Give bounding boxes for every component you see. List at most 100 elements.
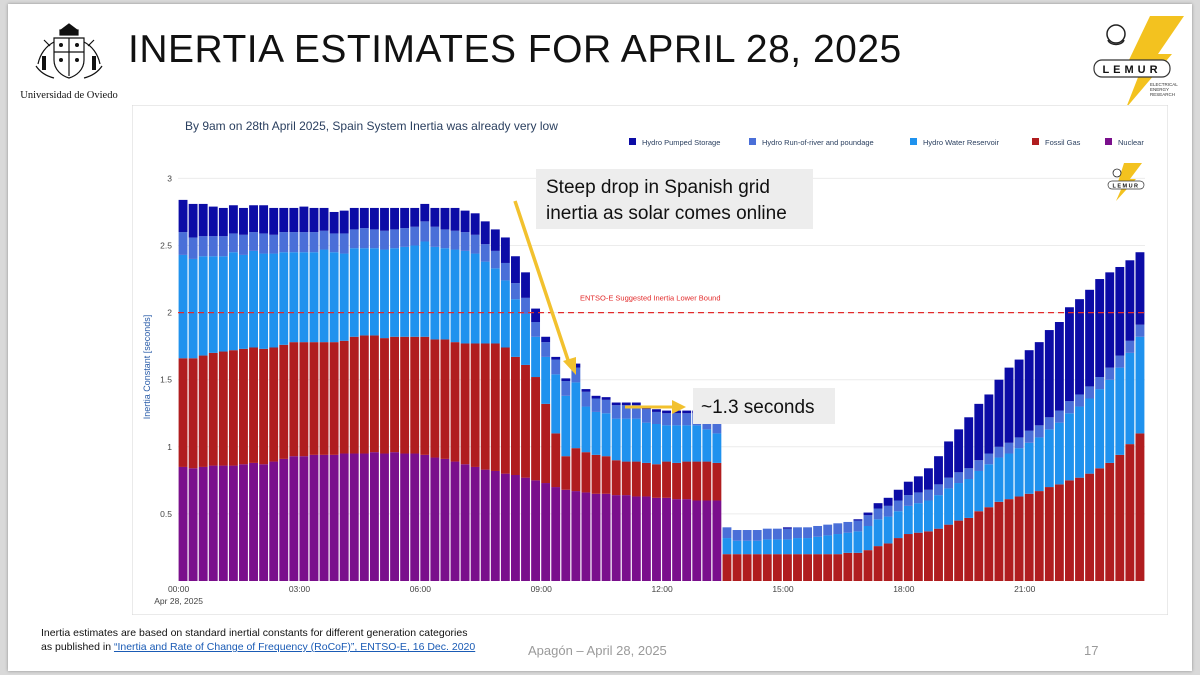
bar-segment bbox=[349, 453, 359, 581]
bar-segment bbox=[641, 422, 651, 463]
bar-segment bbox=[541, 342, 551, 357]
bar-segment bbox=[511, 299, 520, 357]
legend-item[interactable]: Hydro Pumped Storage bbox=[629, 138, 720, 147]
bar-segment bbox=[521, 477, 530, 581]
bar-segment bbox=[954, 429, 964, 473]
bar-segment bbox=[561, 456, 571, 490]
bar-segment bbox=[218, 465, 228, 581]
bar-segment bbox=[692, 500, 702, 581]
legend-item[interactable]: Nuclear bbox=[1105, 138, 1144, 147]
bar-segment bbox=[1065, 307, 1074, 402]
bar-segment bbox=[621, 402, 631, 406]
bar-segment bbox=[873, 503, 883, 509]
inertia-chart: By 9am on 28th April 2025, Spain System … bbox=[132, 105, 1168, 615]
bar-segment bbox=[480, 244, 490, 262]
bar-segment bbox=[359, 453, 369, 581]
bar-segment bbox=[430, 207, 440, 227]
bar-segment bbox=[309, 454, 319, 581]
bar-segment bbox=[289, 456, 299, 581]
bar-segment bbox=[208, 352, 218, 466]
bar-segment bbox=[692, 461, 702, 501]
bar-segment bbox=[712, 421, 722, 434]
legend-item[interactable]: Fossil Gas bbox=[1032, 138, 1081, 147]
bar-segment bbox=[1115, 266, 1125, 356]
bar-segment bbox=[853, 519, 863, 521]
bar-segment bbox=[984, 453, 994, 465]
bar-segment bbox=[500, 473, 510, 581]
bar-segment bbox=[732, 554, 742, 581]
x-tick-label: 15:00 bbox=[772, 584, 794, 594]
bar-segment bbox=[339, 253, 349, 341]
page-number: 17 bbox=[1084, 643, 1099, 658]
chart-title: By 9am on 28th April 2025, Spain System … bbox=[185, 119, 558, 133]
bar-segment bbox=[480, 469, 490, 581]
bar-segment bbox=[188, 258, 198, 359]
bar-segment bbox=[631, 418, 641, 462]
bar-segment bbox=[913, 503, 923, 533]
bar-segment bbox=[722, 538, 732, 555]
bar-segment bbox=[924, 500, 933, 532]
bar-segment bbox=[782, 539, 792, 555]
legend-item[interactable]: Hydro Water Reservoir bbox=[910, 138, 999, 147]
bar-segment bbox=[611, 402, 621, 406]
bar-segment bbox=[762, 554, 772, 581]
bar-segment bbox=[682, 425, 692, 462]
bar-segment bbox=[944, 441, 954, 478]
drop-annotation-box bbox=[536, 169, 813, 229]
bar-segment bbox=[863, 512, 873, 516]
legend-label: Hydro Water Reservoir bbox=[923, 138, 999, 147]
bar-segment bbox=[974, 403, 984, 461]
bar-segment bbox=[762, 528, 772, 540]
bar-segment bbox=[803, 527, 812, 539]
entsoe-reference-link[interactable]: “Inertia and Rate of Change of Frequency… bbox=[113, 641, 476, 653]
bar-segment bbox=[299, 232, 309, 253]
bar-segment bbox=[682, 461, 692, 500]
bar-segment bbox=[500, 262, 510, 281]
lemur-subtext-1: ELECTRICAL bbox=[1150, 82, 1178, 87]
y-tick-label: 3 bbox=[167, 173, 172, 183]
legend-item[interactable]: Hydro Run-of-river and poundage bbox=[749, 138, 874, 147]
footnote-line2: as published in “Inertia and Rate of Cha… bbox=[41, 640, 475, 654]
legend-swatch bbox=[749, 138, 756, 145]
bar-segment bbox=[440, 229, 450, 249]
lemur-subtext-3: RESEARCH bbox=[1150, 92, 1175, 97]
bar-segment bbox=[269, 253, 279, 348]
footnote: Inertia estimates are based on standard … bbox=[41, 626, 475, 654]
bar-segment bbox=[410, 336, 420, 454]
bar-segment bbox=[289, 342, 299, 457]
mini-lemur-logo: LEMUR bbox=[1107, 163, 1145, 201]
bar-segment bbox=[591, 398, 601, 412]
seconds-annotation-box bbox=[693, 388, 835, 424]
bar-segment bbox=[228, 465, 238, 581]
bar-segment bbox=[178, 254, 188, 359]
bar-segment bbox=[430, 246, 440, 340]
bar-segment bbox=[208, 465, 218, 581]
bars-layer bbox=[178, 199, 1145, 581]
bar-segment bbox=[1135, 324, 1145, 337]
bar-segment bbox=[652, 409, 661, 412]
bar-segment bbox=[511, 474, 520, 581]
bar-segment bbox=[974, 470, 984, 512]
x-tick-label: 18:00 bbox=[893, 584, 915, 594]
bar-segment bbox=[883, 497, 893, 506]
bar-segment bbox=[369, 335, 379, 453]
bar-segment bbox=[309, 232, 319, 253]
bar-segment bbox=[843, 532, 853, 553]
bar-segment bbox=[883, 516, 893, 544]
bar-segment bbox=[450, 461, 460, 581]
bar-segment bbox=[420, 221, 430, 242]
bar-segment bbox=[672, 425, 682, 463]
bar-segment bbox=[319, 342, 329, 455]
bar-segment bbox=[591, 454, 601, 494]
bar-segment bbox=[601, 456, 611, 494]
bar-segment bbox=[893, 500, 903, 512]
bar-segment bbox=[329, 252, 339, 343]
bar-segment bbox=[228, 350, 238, 466]
bar-segment bbox=[521, 364, 530, 478]
bar-segment bbox=[591, 395, 601, 399]
bar-segment bbox=[1004, 442, 1014, 454]
bar-segment bbox=[218, 256, 228, 352]
bar-segment bbox=[1075, 477, 1084, 581]
bar-segment bbox=[702, 461, 712, 501]
bar-segment bbox=[249, 232, 258, 251]
